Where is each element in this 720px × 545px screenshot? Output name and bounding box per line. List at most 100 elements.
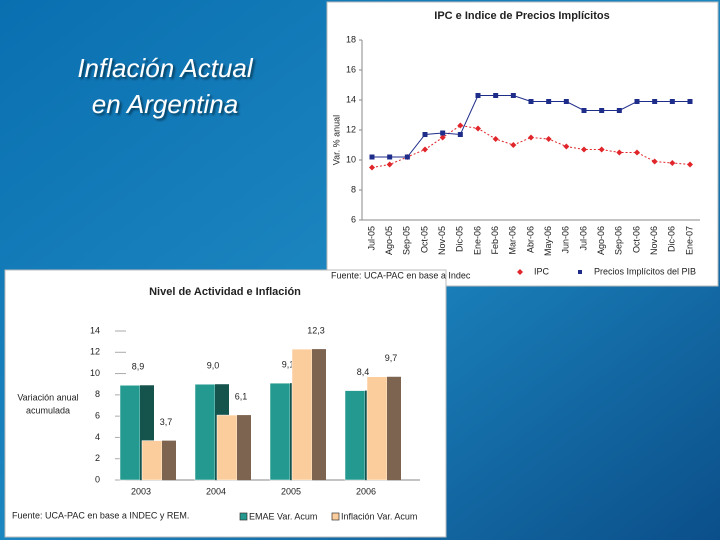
x-tick-label: Jun-06 (561, 226, 571, 254)
x-tick-label: Sep-06 (614, 226, 624, 255)
legend-swatch (239, 512, 248, 521)
x-tick-label: Oct-06 (631, 226, 641, 253)
point (510, 142, 517, 148)
value-label: 9,0 (207, 361, 220, 371)
x-tick-label: Dic-05 (455, 226, 465, 252)
y-tick-label: 8 (95, 389, 100, 399)
value-label: 9,1 (282, 360, 295, 370)
bar-side (387, 376, 401, 480)
bar (344, 390, 366, 481)
point (386, 161, 393, 168)
x-tick-label: Ago-05 (384, 226, 394, 255)
x-tick-label: Jul-05 (366, 226, 376, 251)
bar-side (237, 415, 251, 480)
x-tick-label: Nov-05 (437, 226, 447, 255)
x-tick-label: 2004 (206, 486, 226, 496)
y-tick-label: 12 (90, 347, 100, 357)
y-axis-label: Var. % anual (331, 115, 341, 165)
legend-swatch (578, 270, 582, 274)
x-tick-label: Sep-05 (402, 226, 412, 255)
y-tick-label: 12 (346, 124, 356, 134)
x-tick-label: Mar-06 (508, 226, 518, 255)
point (563, 99, 569, 104)
y-tick-label: 4 (95, 432, 100, 442)
y-axis-label: acumulada (26, 405, 70, 415)
bar (141, 440, 163, 481)
bar (216, 414, 238, 481)
legend-swatch (517, 269, 523, 275)
x-tick-label: 2006 (356, 486, 376, 496)
y-tick-label: 10 (346, 154, 356, 164)
y-tick-label: 6 (351, 214, 356, 224)
x-tick-label: Dic-06 (667, 226, 677, 252)
point (687, 161, 693, 168)
value-label: 12,3 (307, 325, 325, 335)
chart-title: Nivel de Actividad e Inflación (149, 286, 301, 298)
bar (119, 385, 141, 481)
y-tick-label: 10 (90, 368, 100, 378)
bar-side (162, 440, 176, 480)
point (546, 99, 552, 104)
point (387, 154, 393, 160)
x-tick-label: 2005 (281, 486, 301, 496)
x-tick-label: Jul-06 (578, 226, 588, 251)
x-tick-label: May-06 (543, 226, 553, 256)
y-tick-label: 14 (90, 325, 100, 335)
x-tick-label: Ene-07 (684, 226, 694, 255)
point (616, 108, 622, 113)
bar (366, 376, 388, 481)
y-tick-label: 0 (95, 474, 100, 484)
legend-label: Inflación Var. Acum (341, 511, 417, 521)
bar (194, 383, 216, 481)
bar-side (312, 349, 326, 480)
point (457, 132, 463, 137)
point (669, 99, 675, 104)
value-label: 8,9 (132, 362, 145, 372)
point (687, 99, 693, 104)
point (493, 93, 499, 98)
value-label: 8,4 (357, 367, 370, 377)
slide-title: en Argentina (92, 89, 238, 119)
bar (291, 348, 313, 481)
slide-title: Inflación Actual (77, 53, 254, 83)
point (422, 132, 428, 137)
y-axis-label: Variación anual (17, 392, 78, 402)
point (475, 93, 481, 98)
value-label: 6,1 (235, 391, 248, 401)
point (581, 108, 587, 113)
point (545, 136, 552, 142)
point (652, 99, 658, 104)
value-label: 3,7 (160, 417, 173, 427)
point (422, 146, 428, 153)
point (510, 93, 516, 98)
point (528, 134, 534, 141)
y-tick-label: 2 (95, 453, 100, 463)
point (634, 99, 640, 104)
point (457, 122, 464, 129)
point (369, 164, 375, 171)
x-tick-label: Ene-06 (472, 226, 482, 255)
point (369, 154, 375, 160)
point (404, 154, 410, 160)
x-tick-label: Oct-05 (419, 226, 429, 253)
x-tick-label: Feb-06 (490, 226, 500, 255)
point (669, 160, 676, 166)
point (598, 146, 605, 153)
x-tick-label: Abr-06 (525, 226, 535, 253)
point (599, 108, 605, 113)
value-label: 9,7 (385, 353, 398, 363)
bar (269, 382, 291, 481)
point (581, 146, 587, 153)
source: Fuente: UCA-PAC en base a INDEC y REM. (12, 510, 189, 520)
point (440, 130, 446, 136)
legend-swatch (331, 512, 340, 521)
y-tick-label: 6 (95, 411, 100, 421)
source: Fuente: UCA-PAC en base a Indec (331, 270, 471, 280)
point (528, 99, 534, 104)
x-tick-label: Nov-06 (649, 226, 659, 255)
point (475, 125, 481, 132)
x-tick-label: 2003 (131, 486, 151, 496)
legend-label: EMAE Var. Acum (249, 511, 317, 521)
legend-label: IPC (534, 266, 550, 276)
